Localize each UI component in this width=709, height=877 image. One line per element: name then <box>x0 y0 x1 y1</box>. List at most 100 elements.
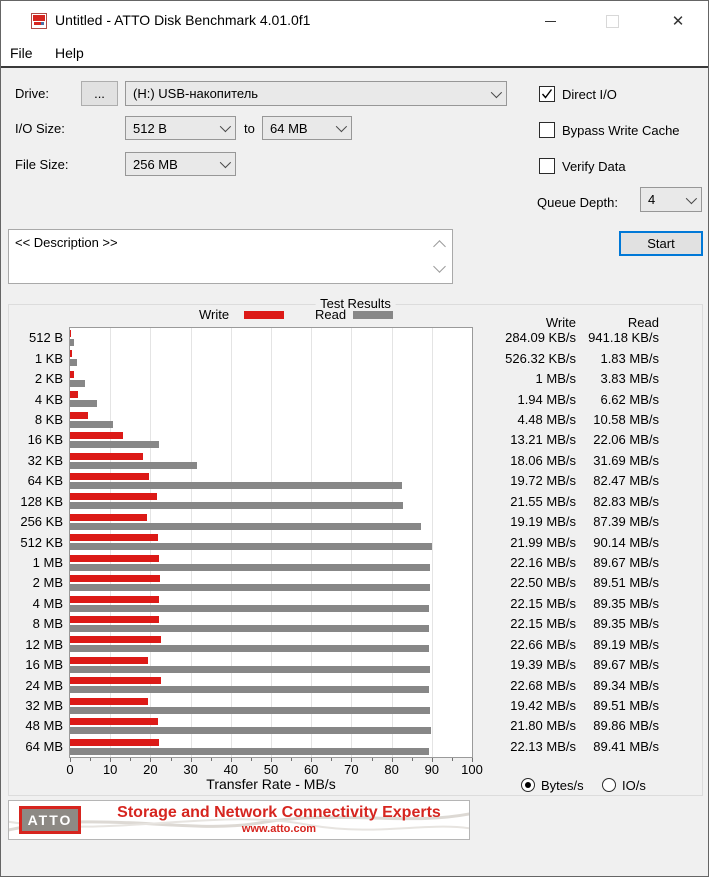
chart-category-label: 1 MB <box>32 554 63 570</box>
write-value: 22.66 MB/s <box>510 636 576 652</box>
drive-label: Drive: <box>15 86 49 101</box>
io-per-sec-label: IO/s <box>622 778 646 793</box>
axis-major-tick <box>431 758 433 762</box>
chart-category-label: 64 MB <box>25 738 63 754</box>
maximize-button <box>589 1 635 41</box>
write-value: 1.94 MB/s <box>517 391 576 407</box>
io-size-from-select[interactable]: 512 B <box>125 116 236 140</box>
test-results-group: Test Results <box>8 296 703 796</box>
write-bar <box>70 718 158 726</box>
read-value: 31.69 MB/s <box>593 452 659 468</box>
chart-category-label: 128 KB <box>20 493 63 509</box>
legend-read-label: Read <box>315 307 347 322</box>
write-value: 526.32 KB/s <box>505 350 576 366</box>
banner-swirl-decoration <box>9 812 469 832</box>
read-value: 89.67 MB/s <box>593 657 659 673</box>
read-value: 89.41 MB/s <box>593 738 659 754</box>
axis-tick-label: 40 <box>223 762 239 777</box>
chart-category-label: 8 MB <box>32 616 63 632</box>
drive-select[interactable]: (H:) USB-накопитель <box>125 81 507 106</box>
browse-drive-button[interactable]: ... <box>81 81 118 106</box>
io-size-to-select[interactable]: 64 MB <box>262 116 352 140</box>
write-value: 22.15 MB/s <box>510 616 576 632</box>
write-value: 19.39 MB/s <box>510 657 576 673</box>
write-bar <box>70 616 160 623</box>
chart-y-labels: 512 B 1 KB 2 KB 4 KB 8 KB 16 KB 32 KB 64 KB 128 … <box>1 328 63 757</box>
app-icon <box>31 13 47 29</box>
write-value: 4.48 MB/s <box>517 411 576 427</box>
minimize-button[interactable] <box>527 1 573 41</box>
write-value: 21.80 MB/s <box>510 718 576 734</box>
read-value: 89.35 MB/s <box>593 616 659 632</box>
write-bar <box>70 513 148 521</box>
io-per-sec-radio[interactable] <box>602 778 616 792</box>
direct-io-label: Direct I/O <box>562 87 617 102</box>
write-bar <box>70 391 78 399</box>
chart-category-label: 8 KB <box>34 411 63 427</box>
axis-tick-label: 100 <box>461 762 483 777</box>
write-value: 284.09 KB/s <box>505 330 576 346</box>
read-value: 10.58 MB/s <box>593 411 659 427</box>
direct-io-checkbox[interactable] <box>539 86 555 102</box>
test-results-title: Test Results <box>315 296 396 311</box>
read-value: 6.62 MB/s <box>600 391 659 407</box>
read-bar <box>70 665 431 673</box>
read-value: 82.83 MB/s <box>593 493 659 509</box>
axis-tick-label: 60 <box>303 762 319 777</box>
banner-url[interactable]: www.atto.com <box>241 823 317 835</box>
close-button[interactable]: ✕ <box>655 1 701 41</box>
axis-tick-label: 80 <box>384 762 399 777</box>
write-value: 21.99 MB/s <box>510 534 576 550</box>
chart-gridline <box>110 328 112 757</box>
description-input[interactable]: << Description >> <box>8 229 453 284</box>
read-bar <box>70 522 422 530</box>
file-size-select[interactable]: 256 MB <box>125 152 236 176</box>
read-bar <box>70 645 429 653</box>
bypass-write-cache-checkbox[interactable] <box>539 122 555 138</box>
atto-logo: ATTO <box>19 806 81 834</box>
drive-select-value: (H:) USB-накопитель <box>133 86 259 101</box>
chart-category-label: 512 KB <box>20 534 63 550</box>
chevron-down-icon <box>335 120 348 133</box>
write-value: 18.06 MB/s <box>510 452 576 468</box>
chart-category-label: 256 KB <box>20 514 63 530</box>
write-bar <box>70 411 88 419</box>
menu-file[interactable]: File <box>10 45 33 61</box>
write-value: 19.19 MB/s <box>510 514 576 530</box>
write-bar <box>70 677 162 685</box>
read-value: 89.35 MB/s <box>593 595 659 611</box>
axis-tick-label: 70 <box>344 762 359 777</box>
legend-write-swatch <box>244 311 284 319</box>
axis-major-tick <box>70 758 71 762</box>
read-bar <box>70 379 86 387</box>
io-size-label: I/O Size: <box>15 121 65 136</box>
chart-category-label: 16 KB <box>27 432 63 448</box>
write-bar <box>70 493 157 501</box>
scroll-down-icon[interactable] <box>433 260 446 273</box>
read-value: 82.47 MB/s <box>593 473 659 489</box>
write-bar <box>70 595 160 603</box>
axis-major-tick <box>472 758 473 762</box>
read-value: 89.67 MB/s <box>593 554 659 570</box>
read-bar <box>70 563 431 571</box>
verify-data-checkbox[interactable] <box>539 158 555 174</box>
chart-category-label: 32 KB <box>27 452 63 468</box>
chart-category-label: 48 MB <box>25 718 63 734</box>
write-bar <box>70 534 159 542</box>
menu-help[interactable]: Help <box>55 45 84 61</box>
legend-write-label: Write <box>199 307 230 322</box>
menu-bar: File Help <box>1 41 708 68</box>
bytes-per-sec-radio[interactable] <box>521 778 535 792</box>
read-bar <box>70 543 433 551</box>
chart-category-label: 32 MB <box>25 697 63 713</box>
chart-category-label: 64 KB <box>27 473 63 489</box>
verify-data-label: Verify Data <box>562 159 626 174</box>
axis-tick-label: 30 <box>183 762 198 777</box>
read-value: 89.51 MB/s <box>593 575 659 591</box>
start-button[interactable]: Start <box>619 231 703 256</box>
queue-depth-select[interactable]: 4 <box>640 187 702 212</box>
write-value: 1 MB/s <box>535 371 576 387</box>
scroll-up-icon[interactable] <box>433 240 446 253</box>
atto-banner[interactable]: ATTO Storage and Network Connectivity Ex… <box>8 800 470 840</box>
